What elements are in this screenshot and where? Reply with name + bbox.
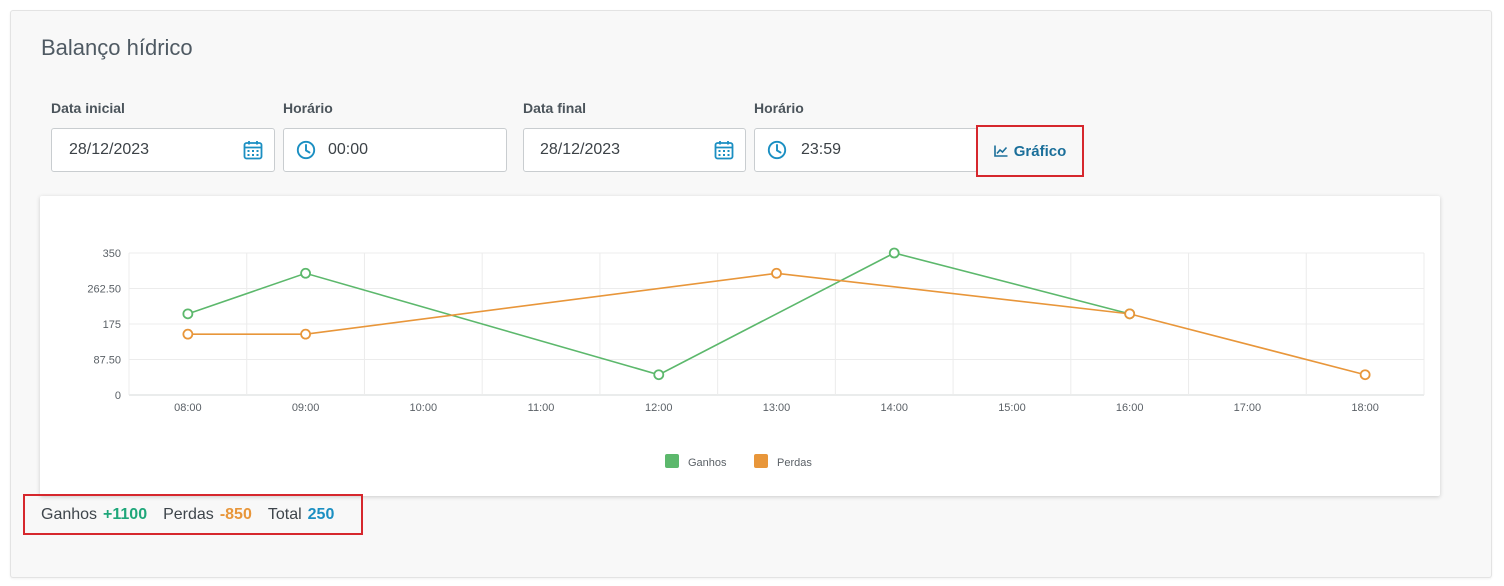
y-tick-label: 0: [115, 390, 121, 402]
clock-icon: [296, 140, 316, 160]
x-tick-label: 15:00: [998, 402, 1026, 414]
x-tick-label: 18:00: [1351, 402, 1379, 414]
end-time-label: Horário: [754, 100, 804, 116]
gains-label: Ganhos: [41, 505, 98, 523]
x-tick-label: 12:00: [645, 402, 673, 414]
x-tick-label: 09:00: [292, 402, 320, 414]
chart-panel: 0 87.50 175 262.50 350 08:00 09:00 10:00 11:00 12…: [40, 196, 1440, 496]
page-title: Balanço hídrico: [41, 35, 193, 60]
y-tick-label: 262.50: [87, 284, 121, 296]
data-point-ganhos: [182, 308, 194, 320]
losses-label: Perdas: [163, 505, 214, 523]
losses-value: -850: [219, 505, 252, 523]
end-date-label: Data final: [523, 100, 587, 116]
legend-swatch-perdas: [754, 454, 768, 468]
legend-swatch-ganhos: [665, 454, 679, 468]
total-value: 250: [307, 505, 335, 523]
gains-value: +1100: [103, 505, 148, 523]
chart-button-label: Gráfico: [1013, 142, 1067, 160]
end-date-value: 28/12/2023: [540, 141, 621, 158]
end-time-value: 23:59: [801, 141, 842, 158]
x-tick-label: 14:00: [880, 402, 908, 414]
y-tick-label: 175: [103, 319, 121, 331]
x-tick-label: 08:00: [174, 402, 202, 414]
start-date-value: 28/12/2023: [69, 141, 150, 158]
data-point-perdas: [1124, 308, 1136, 320]
end-date-field[interactable]: 28/12/2023: [523, 128, 746, 172]
start-time-value: 00:00: [328, 141, 369, 158]
y-tick-label: 87.50: [93, 355, 121, 367]
data-point-perdas: [300, 328, 311, 340]
calendar-icon[interactable]: [243, 140, 263, 160]
chart-button[interactable]: Gráfico: [976, 125, 1084, 177]
data-point-perdas: [771, 267, 782, 279]
data-point-ganhos: [300, 267, 311, 279]
calendar-icon[interactable]: [714, 140, 734, 160]
x-tick-label: 17:00: [1234, 402, 1262, 414]
start-date-label: Data inicial: [51, 100, 125, 116]
water-balance-chart: 0 87.50 175 262.50 350 08:00 09:00 10:00 11:00 12…: [87, 247, 1425, 469]
x-tick-label: 13:00: [763, 402, 791, 414]
data-point-perdas: [1359, 369, 1371, 381]
x-tick-label: 10:00: [410, 402, 438, 414]
start-time-field[interactable]: 00:00: [283, 128, 507, 172]
legend-label-perdas: Perdas: [777, 457, 812, 469]
legend-label-ganhos: Ganhos: [688, 457, 727, 469]
start-date-field[interactable]: 28/12/2023: [51, 128, 275, 172]
clock-icon: [767, 140, 787, 160]
series-line-ganhos: [187, 252, 1130, 376]
data-point-ganhos: [888, 247, 900, 259]
chart-line-icon: [993, 145, 1008, 157]
total-label: Total: [267, 505, 302, 523]
data-point-ganhos: [653, 369, 665, 381]
y-tick-label: 350: [103, 248, 121, 260]
summary-bar: Ganhos +1100 Perdas -850 Total 250: [23, 494, 363, 535]
data-point-perdas: [182, 328, 194, 340]
x-tick-label: 11:00: [528, 402, 555, 414]
x-tick-label: 16:00: [1116, 402, 1144, 414]
end-time-field[interactable]: 23:59: [754, 128, 978, 172]
start-time-label: Horário: [283, 100, 333, 116]
